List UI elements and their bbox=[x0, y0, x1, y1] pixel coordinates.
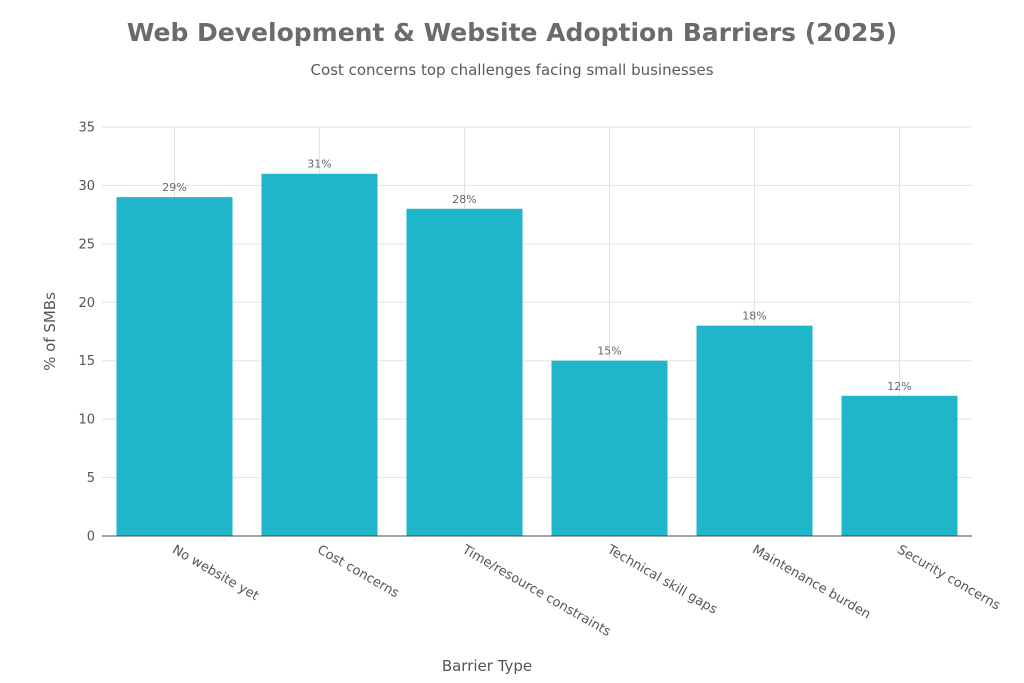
chart-subtitle: Cost concerns top challenges facing smal… bbox=[310, 61, 714, 79]
x-axis-title: Barrier Type bbox=[442, 657, 532, 675]
data-label: 15% bbox=[597, 345, 621, 358]
data-label: 28% bbox=[452, 193, 476, 206]
bar[interactable] bbox=[261, 173, 378, 536]
chart-title: Web Development & Website Adoption Barri… bbox=[126, 18, 898, 47]
x-tick-label: No website yet bbox=[170, 542, 262, 604]
x-tick-label: Technical skill gaps bbox=[604, 542, 720, 618]
y-tick-label: 35 bbox=[78, 121, 95, 136]
y-tick-label: 10 bbox=[78, 413, 95, 428]
x-tick-label: Maintenance burden bbox=[750, 542, 874, 622]
y-tick-label: 0 bbox=[87, 530, 95, 545]
bar[interactable] bbox=[841, 395, 958, 536]
x-tick-label: Cost concerns bbox=[315, 542, 402, 601]
y-tick-label: 30 bbox=[78, 179, 95, 194]
data-label: 29% bbox=[162, 181, 186, 194]
x-tick-label: Security concerns bbox=[895, 542, 1003, 613]
data-label: 12% bbox=[887, 380, 911, 393]
y-tick-label: 25 bbox=[78, 237, 95, 252]
y-tick-label: 5 bbox=[87, 471, 95, 486]
data-label: 18% bbox=[742, 310, 766, 323]
y-axis-title: % of SMBs bbox=[41, 292, 59, 371]
data-label: 31% bbox=[307, 158, 331, 171]
bar[interactable] bbox=[406, 208, 523, 537]
bar[interactable] bbox=[551, 360, 668, 536]
bar[interactable] bbox=[696, 325, 813, 536]
y-tick-label: 15 bbox=[78, 354, 95, 369]
x-tick-label: Time/resource constraints bbox=[459, 542, 614, 640]
y-tick-label: 20 bbox=[78, 296, 95, 311]
bar[interactable] bbox=[116, 197, 233, 536]
